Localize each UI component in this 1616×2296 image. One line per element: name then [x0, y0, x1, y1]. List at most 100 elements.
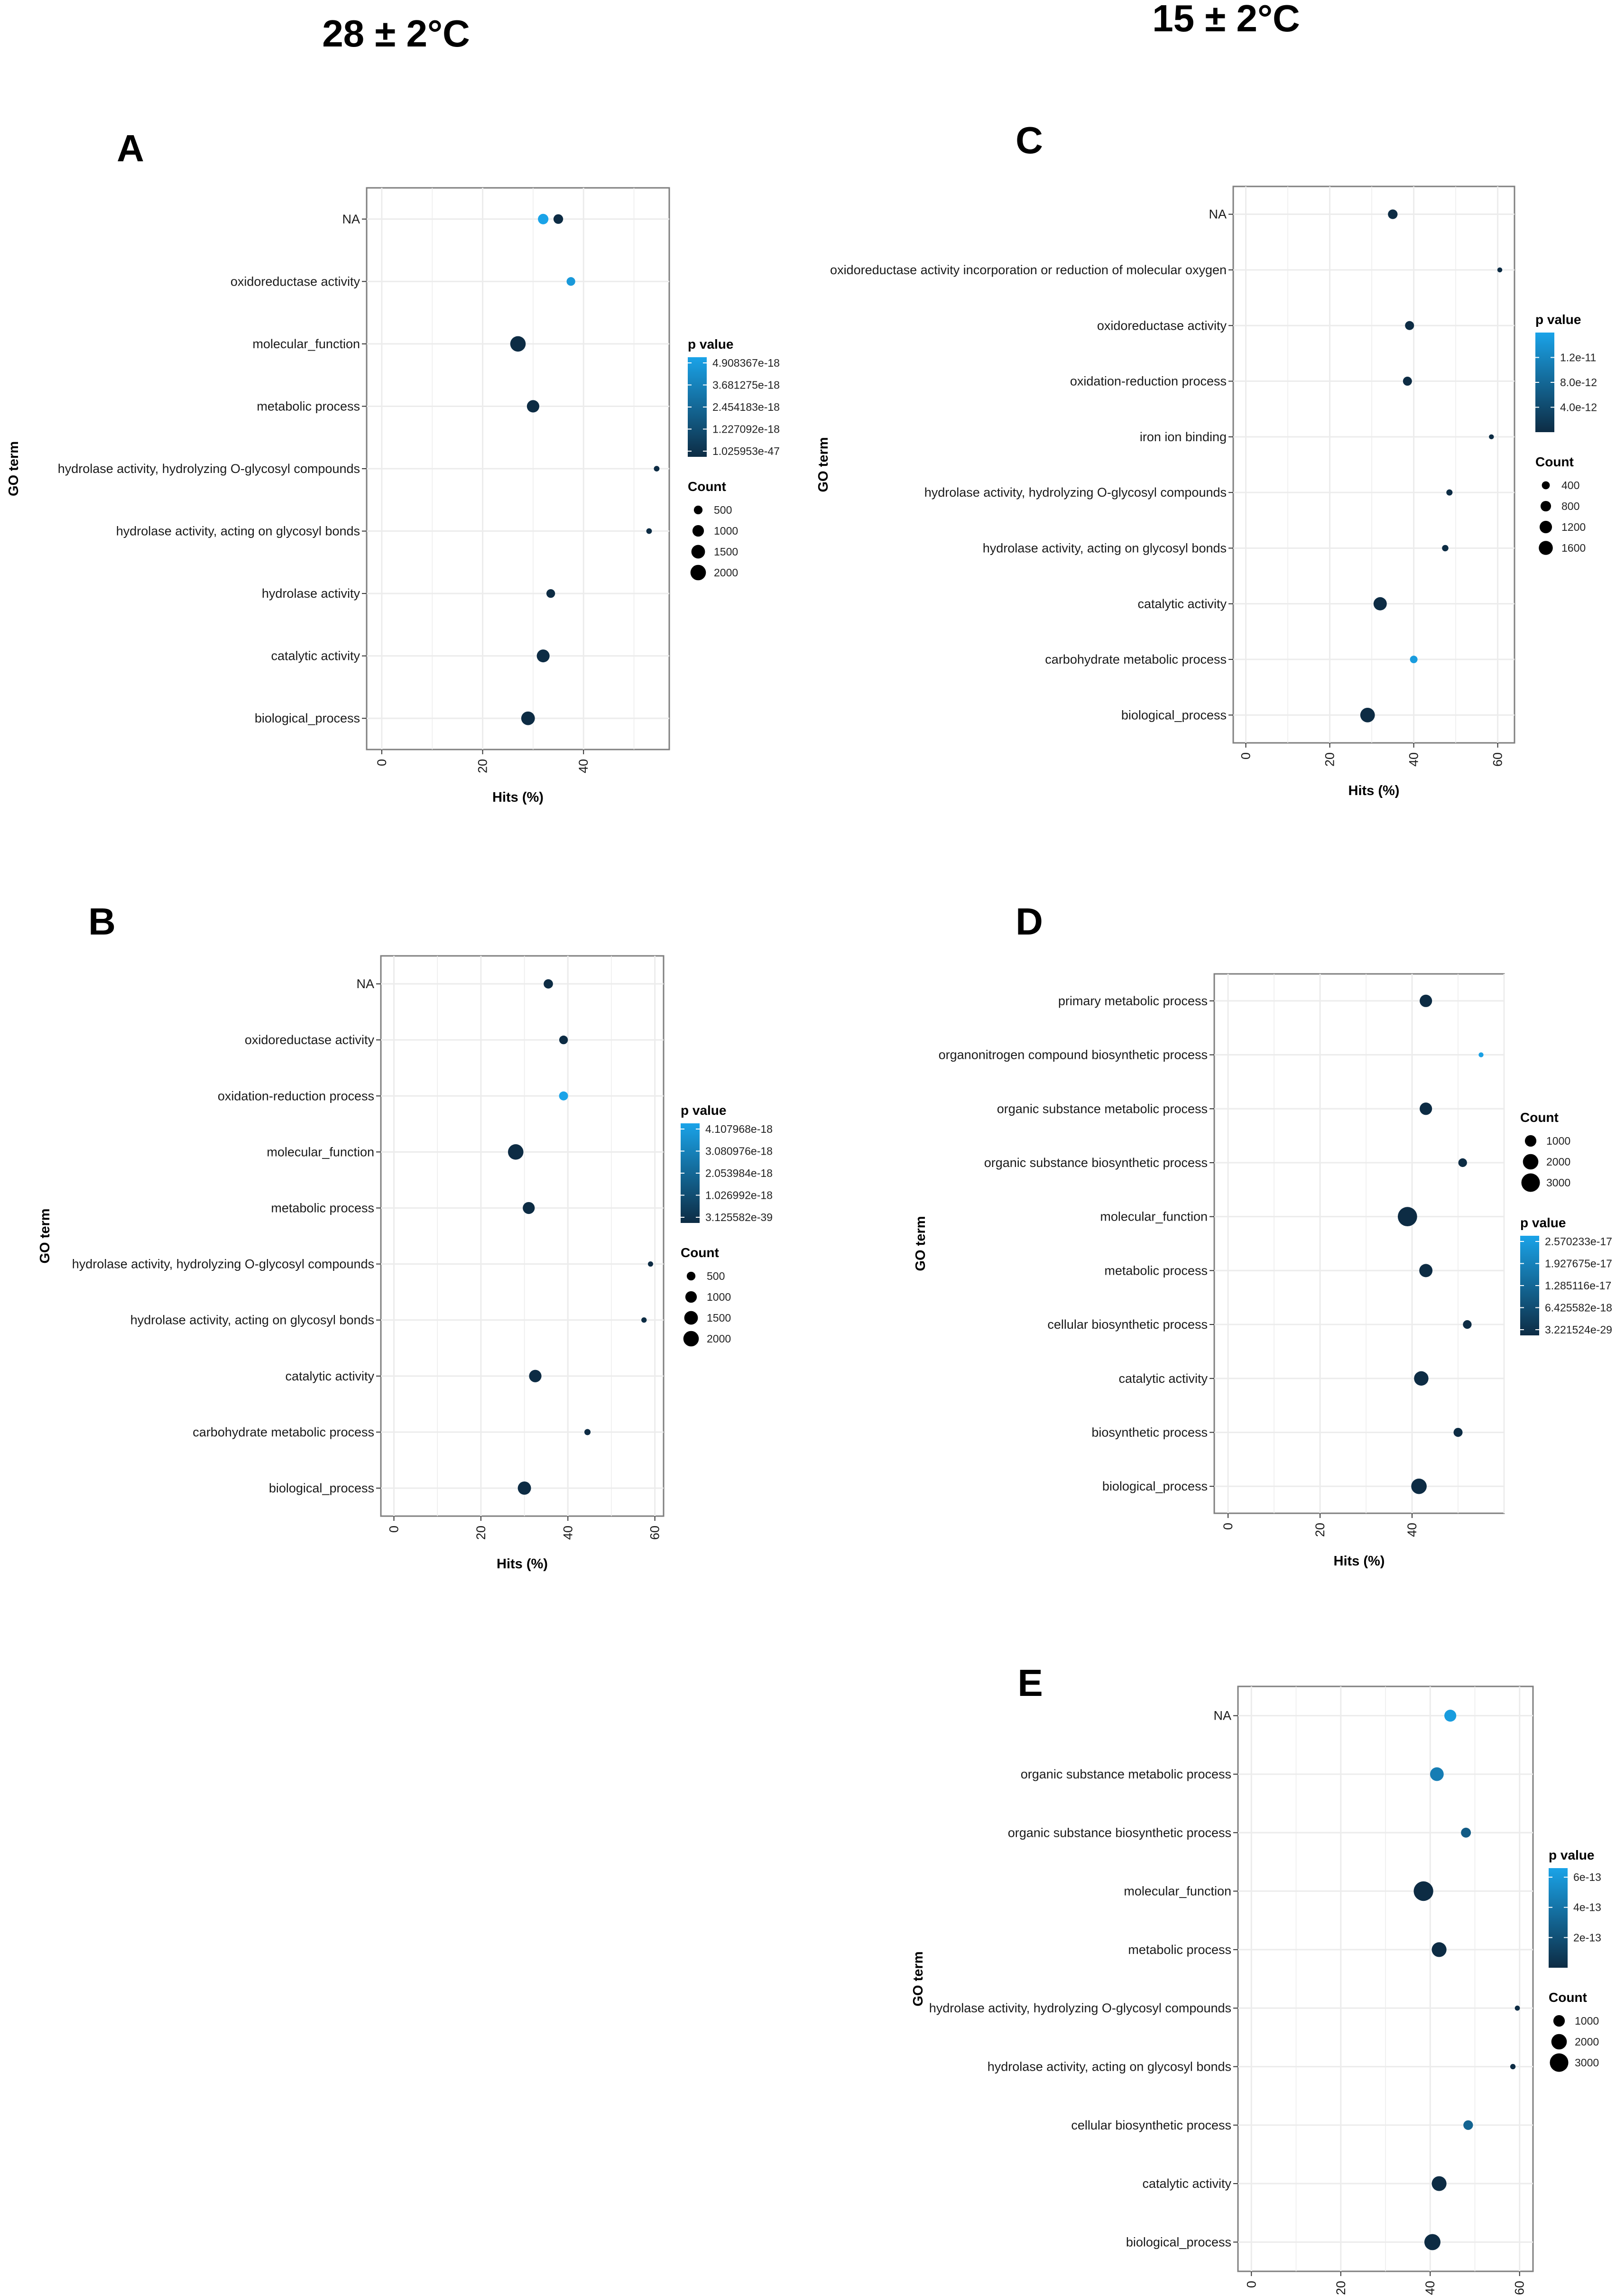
y-tick-label: oxidoreductase activity [1097, 318, 1227, 333]
data-point [510, 336, 526, 352]
data-point [1461, 1827, 1471, 1838]
y-tick-label: metabolic process [271, 1201, 374, 1215]
data-point [1403, 377, 1412, 386]
y-tick-label: hydrolase activity, hydrolyzing O-glycos… [58, 462, 360, 476]
y-tick-label: cellular biosynthetic process [1071, 2118, 1231, 2132]
data-point [1420, 1102, 1432, 1115]
colorbar-label: 1.026992e-18 [705, 1189, 773, 1202]
y-tick-label: NA [1213, 1709, 1231, 1723]
colorbar-label: 6.425582e-18 [1545, 1302, 1612, 1314]
legend-title-pvalue: p value [1549, 1848, 1594, 1862]
panel-letter: A [117, 127, 144, 169]
y-tick-label: NA [1209, 207, 1227, 222]
count-legend-key [690, 565, 706, 581]
x-tick-label: 40 [561, 1526, 575, 1540]
data-point [1489, 434, 1494, 440]
colorbar-label: 2.570233e-17 [1545, 1235, 1612, 1248]
colorbar-label: 6e-13 [1573, 1871, 1601, 1883]
data-point [1388, 209, 1398, 219]
y-axis-title: GO term [6, 441, 21, 496]
count-legend-label: 1000 [714, 525, 738, 537]
panel-letter: B [88, 900, 116, 943]
data-point [1413, 1881, 1433, 1901]
y-tick-label: oxidation-reduction process [218, 1089, 374, 1103]
colorbar-label: 4.908367e-18 [712, 357, 780, 369]
data-point [1411, 1478, 1427, 1494]
data-point [526, 400, 539, 413]
count-legend-key [692, 525, 704, 537]
y-tick-label: catalytic activity [271, 649, 360, 663]
data-point [538, 213, 549, 224]
y-tick-label: hydrolase activity, acting on glycosyl b… [130, 1313, 374, 1327]
y-tick-label: oxidoreductase activity [231, 274, 360, 288]
count-legend-label: 1600 [1561, 542, 1586, 554]
data-point [559, 1091, 568, 1101]
data-point [523, 1202, 535, 1214]
x-tick-label: 0 [387, 1526, 401, 1533]
y-axis-title: GO term [816, 437, 831, 492]
plot-area [380, 955, 665, 1517]
data-point [1444, 1710, 1457, 1722]
data-point [1478, 1052, 1484, 1057]
y-tick-label: organonitrogen compound biosynthetic pro… [939, 1048, 1208, 1062]
count-legend-label: 2000 [707, 1333, 731, 1345]
data-point [546, 589, 555, 598]
y-tick-label: iron ion binding [1140, 430, 1227, 444]
legend-title-pvalue: p value [1520, 1215, 1566, 1230]
data-point [1442, 545, 1449, 552]
panel-letter: D [1016, 900, 1043, 943]
panel-letter: C [1016, 119, 1043, 161]
data-point [1510, 2064, 1516, 2070]
count-legend-key [1539, 541, 1553, 555]
data-point [1405, 321, 1414, 330]
y-tick-label: molecular_function [1124, 1884, 1231, 1898]
y-tick-label: metabolic process [257, 399, 360, 413]
count-legend-key [685, 1291, 697, 1303]
data-point [566, 277, 575, 286]
count-legend-label: 1000 [1546, 1135, 1570, 1147]
y-tick-label: primary metabolic process [1058, 994, 1208, 1008]
y-tick-label: metabolic process [1104, 1263, 1208, 1278]
data-point [1514, 2005, 1520, 2011]
data-point [1458, 1158, 1467, 1167]
data-point [1463, 1320, 1472, 1329]
y-axis-title: GO term [37, 1208, 53, 1263]
panel-letter: E [1017, 1662, 1043, 1704]
count-legend-key [1524, 1135, 1537, 1147]
count-legend-key [683, 1331, 699, 1347]
x-tick-label: 20 [1334, 2281, 1348, 2295]
y-tick-label: hydrolase activity, hydrolyzing O-glycos… [924, 485, 1227, 500]
count-legend-key [1540, 500, 1551, 512]
data-point [1431, 1942, 1447, 1957]
legend-title-count: Count [1535, 454, 1574, 469]
data-point [559, 1035, 568, 1045]
data-point [1497, 267, 1503, 273]
y-tick-label: NA [356, 977, 374, 991]
data-point [646, 528, 652, 534]
data-point [1463, 2120, 1473, 2130]
y-tick-label: organic substance metabolic process [997, 1102, 1208, 1116]
x-tick-label: 60 [1513, 2281, 1527, 2295]
colorbar-label: 3.080976e-18 [705, 1145, 773, 1157]
count-legend-key [1553, 2015, 1565, 2027]
heading-15c: 15 ± 2°C [1152, 0, 1300, 39]
y-tick-label: cellular biosynthetic process [1047, 1317, 1208, 1332]
y-tick-label: oxidation-reduction process [1070, 374, 1227, 389]
count-legend-key [1542, 481, 1550, 490]
data-point [641, 1317, 647, 1323]
x-tick-label: 0 [1244, 2281, 1258, 2288]
data-point [544, 979, 553, 989]
chart-panel-e: E NA organic substance metabolic process or… [911, 1662, 1601, 2295]
colorbar-label: 3.221524e-29 [1545, 1324, 1612, 1336]
plot-area [1232, 185, 1515, 744]
count-legend-key [1523, 1154, 1539, 1170]
y-tick-label: biological_process [255, 711, 360, 725]
count-legend-key [1539, 520, 1552, 534]
y-tick-label: organic substance metabolic process [1021, 1767, 1231, 1781]
data-point [529, 1370, 542, 1382]
y-tick-label: hydrolase activity, hydrolyzing O-glycos… [72, 1257, 374, 1271]
colorbar-label: 1.2e-11 [1560, 352, 1596, 364]
count-legend-key [684, 1311, 698, 1325]
x-tick-label: 0 [375, 759, 389, 766]
